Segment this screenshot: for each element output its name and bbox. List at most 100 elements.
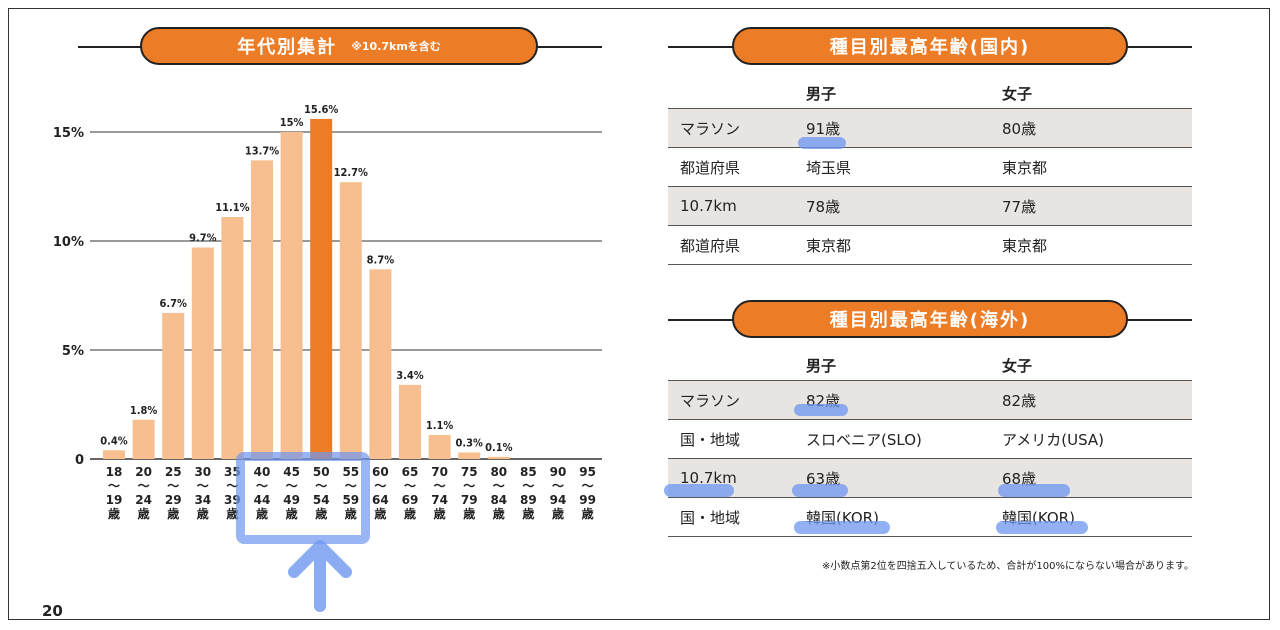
bar	[369, 269, 392, 459]
row-label: 国・地域	[668, 497, 794, 537]
header-cell	[668, 78, 794, 109]
row-label: マラソン	[668, 108, 794, 148]
page-number: 20	[42, 602, 63, 620]
bar	[487, 456, 510, 459]
x-tick-label: 25 〜 29 歳	[165, 465, 182, 521]
bar-value-label: 9.7%	[189, 232, 217, 245]
table-row: 都道府県 埼玉県 東京都	[668, 147, 1192, 187]
header-cell: 男子	[806, 84, 837, 103]
banner-title: 種目別最高年齢(海外)	[829, 310, 1031, 331]
bar	[162, 312, 185, 459]
bar	[221, 217, 244, 459]
bar-value-label: 13.7%	[245, 144, 279, 157]
bar-value-label: 1.1%	[426, 419, 454, 432]
table-row: 国・地域 韓国(KOR) 韓国(KOR)	[668, 497, 1192, 537]
annotation-highlight-box	[236, 452, 370, 544]
female-cell: 韓国(KOR)	[990, 497, 1192, 537]
table-row: 10.7km 78歳 77歳	[668, 186, 1192, 226]
bar	[399, 384, 421, 459]
x-tick-label: 75 〜 79 歳	[461, 465, 478, 521]
bar	[310, 118, 333, 460]
domestic-record-banner: 種目別最高年齢(国内)	[668, 27, 1192, 67]
bar-value-label: 12.7%	[334, 166, 368, 179]
y-tick-label: 0	[75, 453, 84, 468]
y-tick-label: 10%	[53, 235, 84, 250]
x-tick-label: 18 〜 19 歳	[106, 465, 123, 521]
x-tick-label: 95 〜 99 歳	[579, 465, 596, 521]
banner-pill: 種目別最高年齢(国内)	[732, 27, 1128, 65]
female-cell: 80歳	[990, 108, 1192, 148]
female-cell: 東京都	[990, 147, 1192, 187]
bar	[458, 452, 481, 459]
overseas-record-banner: 種目別最高年齢(海外)	[668, 300, 1192, 340]
male-cell: 埼玉県	[794, 147, 990, 187]
table-header-row: 男子 女子	[668, 78, 1192, 109]
bar-value-label: 15%	[280, 116, 304, 129]
x-tick-label: 80 〜 84 歳	[490, 465, 507, 521]
x-tick-label: 55 〜 59 歳	[342, 465, 359, 521]
male-cell: スロベニア(SLO)	[794, 419, 990, 459]
annotation-stroke	[794, 404, 848, 416]
x-tick-label: 85 〜 89 歳	[520, 465, 537, 521]
header-cell: 女子	[1002, 84, 1033, 103]
table-row: マラソン 91歳 80歳	[668, 108, 1192, 148]
banner-note: ※10.7kmを含む	[351, 40, 441, 53]
female-cell: アメリカ(USA)	[990, 419, 1192, 459]
bar-value-label: 0.3%	[455, 436, 483, 449]
bar-value-label: 0.1%	[485, 441, 513, 454]
age-summary-banner: 年代別集計 ※10.7kmを含む	[78, 27, 602, 67]
annotation-stroke	[996, 521, 1088, 534]
footnote: ※小数点第2位を四捨五入しているため、合計が100%にならない場合があります。	[821, 561, 1194, 572]
female-cell: 82歳	[990, 380, 1192, 420]
bar-value-label: 1.8%	[130, 404, 158, 417]
bar-value-label: 3.4%	[396, 369, 424, 382]
male-cell: 91歳	[794, 108, 990, 148]
banner-title: 種目別最高年齢(国内)	[829, 37, 1031, 58]
x-tick-label: 60 〜 64 歳	[372, 465, 389, 521]
annotation-stroke	[798, 137, 846, 149]
female-cell: 77歳	[990, 186, 1192, 226]
x-tick-label: 65 〜 69 歳	[402, 465, 419, 521]
row-label: 10.7km	[668, 186, 794, 226]
male-cell: 78歳	[794, 186, 990, 226]
banner-pill: 種目別最高年齢(海外)	[732, 300, 1128, 338]
table-row: 国・地域 スロベニア(SLO) アメリカ(USA)	[668, 419, 1192, 459]
header-cell	[668, 350, 794, 381]
bar-value-label: 6.7%	[159, 297, 187, 310]
table-row: 都道府県 東京都 東京都	[668, 225, 1192, 265]
annotation-stroke	[664, 484, 734, 497]
x-tick-label: 50 〜 54 歳	[313, 465, 330, 521]
overseas-record-table: 男子 女子 マラソン 82歳 82歳 国・地域 スロベニア(SLO) アメリカ(…	[668, 350, 1192, 537]
table-row: 10.7km 63歳 68歳	[668, 458, 1192, 498]
bar	[339, 182, 362, 459]
bar-value-label: 15.6%	[304, 103, 338, 116]
row-label: 国・地域	[668, 419, 794, 459]
row-label: マラソン	[668, 380, 794, 420]
x-tick-label: 20 〜 24 歳	[135, 465, 152, 521]
header-cell: 女子	[1002, 356, 1033, 375]
annotation-stroke	[792, 484, 848, 497]
table-header-row: 男子 女子	[668, 350, 1192, 381]
x-tick-label: 45 〜 49 歳	[283, 465, 300, 521]
bar	[132, 419, 155, 459]
annotation-stroke	[998, 484, 1070, 497]
row-label: 都道府県	[668, 225, 794, 265]
banner-title: 年代別集計	[237, 37, 338, 58]
row-label: 都道府県	[668, 147, 794, 187]
banner-pill: 年代別集計 ※10.7kmを含む	[140, 27, 538, 65]
x-tick-label: 90 〜 94 歳	[550, 465, 567, 521]
bar	[103, 450, 125, 459]
x-tick-label: 30 〜 34 歳	[194, 465, 211, 521]
domestic-record-table: 男子 女子 マラソン 91歳 80歳 都道府県 埼玉県 東京都 10.7km 7…	[668, 78, 1192, 265]
bar-value-label: 0.4%	[100, 434, 128, 447]
bar	[428, 435, 451, 459]
x-tick-label: 40 〜 44 歳	[254, 465, 271, 521]
x-tick-label: 70 〜 74 歳	[431, 465, 448, 521]
bar-value-label: 8.7%	[367, 253, 395, 266]
annotation-stroke	[794, 521, 890, 534]
y-tick-label: 5%	[62, 344, 84, 359]
table-row: マラソン 82歳 82歳	[668, 380, 1192, 420]
header-cell: 男子	[806, 356, 837, 375]
female-cell: 東京都	[990, 225, 1192, 265]
bar	[280, 132, 303, 459]
